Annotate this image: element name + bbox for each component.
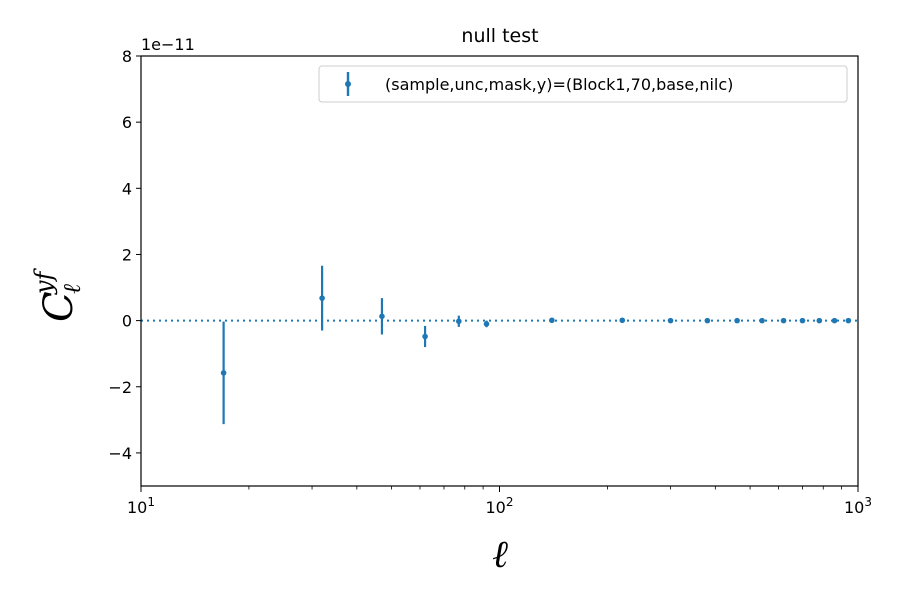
data-point: [799, 317, 806, 324]
data-point: [456, 318, 462, 325]
x-tick-label-base: 10: [486, 498, 506, 517]
y-tick-label: 4: [122, 179, 132, 198]
data-point: [780, 317, 787, 324]
y-multiplier-label: 1e−11: [141, 35, 195, 54]
data-point: [667, 317, 674, 324]
y-tick-label: 2: [122, 245, 132, 264]
data-point: [319, 295, 325, 301]
data-point: [734, 317, 740, 324]
x-tick-label-exponent: 2: [506, 495, 514, 509]
x-tick-label-exponent: 1: [147, 495, 155, 509]
x-tick-label-exponent: 3: [864, 495, 872, 509]
y-axis-label: C yf ℓ: [30, 267, 86, 322]
x-tick-label: 101: [127, 495, 155, 517]
y-tick-label: 6: [122, 113, 132, 132]
chart-title: null test: [461, 25, 538, 47]
x-tick-label-base: 10: [127, 498, 147, 517]
data-point: [759, 317, 765, 324]
legend-box: [318, 65, 848, 103]
y-axis-label-subscript: ℓ: [58, 284, 86, 294]
plot-area: [140, 55, 859, 487]
x-tick-label: 102: [486, 495, 514, 517]
y-axis-label-main: C: [36, 291, 82, 322]
y-axis: −4 −2 0 2 4 6 8: [108, 47, 141, 463]
y-tick-label: 8: [122, 47, 132, 66]
y-tick-label: 0: [122, 312, 132, 331]
x-tick-label-base: 10: [844, 498, 864, 517]
data-point: [816, 317, 823, 324]
data-point: [619, 317, 626, 324]
legend: (sample,unc,mask,y)=(Block1,70,base,nilc…: [318, 65, 848, 103]
y-tick-label: −4: [108, 444, 132, 463]
data-point: [483, 321, 490, 327]
x-tick-label: 103: [844, 495, 872, 517]
x-axis: 101 102 103: [127, 486, 872, 517]
legend-entry-label: (sample,unc,mask,y)=(Block1,70,base,nilc…: [385, 75, 733, 94]
data-point: [220, 370, 227, 376]
y-axis-label-superscript: yf: [30, 267, 58, 295]
data-point: [379, 313, 385, 320]
data-point: [831, 317, 838, 324]
data-point: [549, 317, 555, 324]
x-axis-label: ℓ: [492, 532, 508, 576]
data-point: [845, 317, 852, 324]
data-point: [422, 333, 428, 340]
plot-frame: [140, 55, 859, 487]
y-tick-label: −2: [108, 378, 132, 397]
data-point: [704, 317, 711, 324]
legend-marker-point: [345, 81, 351, 87]
